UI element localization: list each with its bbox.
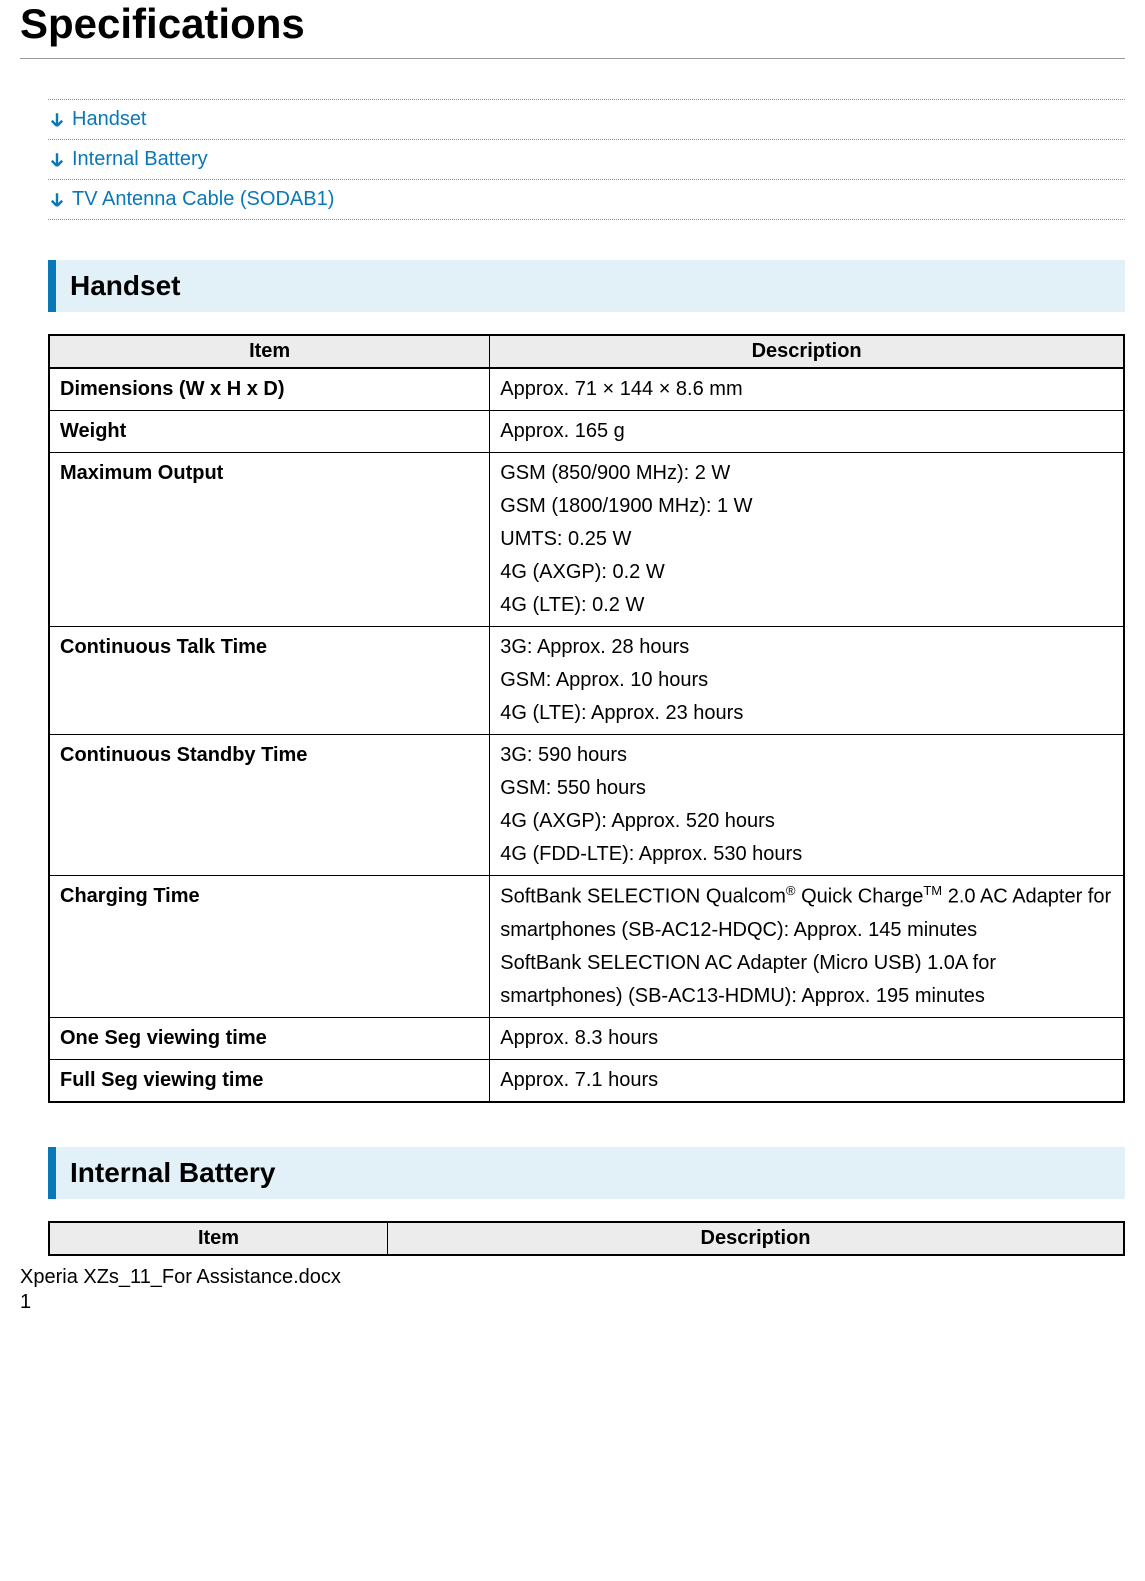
col-description: Description xyxy=(388,1222,1124,1255)
table-row: Dimensions (W x H x D)Approx. 71 × 144 ×… xyxy=(49,368,1124,411)
col-item: Item xyxy=(49,335,490,368)
section-header-internal-battery: Internal Battery xyxy=(48,1147,1125,1199)
page-title: Specifications xyxy=(20,0,1125,59)
item-cell: Continuous Standby Time xyxy=(49,735,490,876)
down-arrow-icon xyxy=(48,111,72,129)
col-item: Item xyxy=(49,1222,388,1255)
description-cell: Approx. 8.3 hours xyxy=(490,1017,1124,1059)
item-cell: Maximum Output xyxy=(49,453,490,627)
footer-filename: Xperia XZs_11_For Assistance.docx xyxy=(20,1266,1125,1289)
item-cell: One Seg viewing time xyxy=(49,1017,490,1059)
table-row: WeightApprox. 165 g xyxy=(49,411,1124,453)
item-cell: Full Seg viewing time xyxy=(49,1059,490,1102)
description-cell: SoftBank SELECTION Qualcom® Quick Charge… xyxy=(490,876,1124,1018)
table-row: Continuous Standby Time3G: 590 hoursGSM:… xyxy=(49,735,1124,876)
item-cell: Dimensions (W x H x D) xyxy=(49,368,490,411)
table-header-row: Item Description xyxy=(49,1222,1124,1255)
description-cell: Approx. 165 g xyxy=(490,411,1124,453)
table-of-contents: Handset Internal Battery TV Antenna Cabl… xyxy=(48,99,1125,220)
section-header-handset: Handset xyxy=(48,260,1125,312)
down-arrow-icon xyxy=(48,191,72,209)
toc-item-handset[interactable]: Handset xyxy=(48,100,1125,140)
table-header-row: Item Description xyxy=(49,335,1124,368)
item-cell: Continuous Talk Time xyxy=(49,627,490,735)
table-row: Full Seg viewing timeApprox. 7.1 hours xyxy=(49,1059,1124,1102)
item-cell: Charging Time xyxy=(49,876,490,1018)
col-description: Description xyxy=(490,335,1124,368)
description-cell: 3G: Approx. 28 hoursGSM: Approx. 10 hour… xyxy=(490,627,1124,735)
handset-table: Item Description Dimensions (W x H x D)A… xyxy=(48,334,1125,1103)
description-cell: Approx. 71 × 144 × 8.6 mm xyxy=(490,368,1124,411)
toc-item-internal-battery[interactable]: Internal Battery xyxy=(48,140,1125,180)
description-cell: GSM (850/900 MHz): 2 WGSM (1800/1900 MHz… xyxy=(490,453,1124,627)
description-cell: Approx. 7.1 hours xyxy=(490,1059,1124,1102)
item-cell: Weight xyxy=(49,411,490,453)
description-cell: 3G: 590 hoursGSM: 550 hours4G (AXGP): Ap… xyxy=(490,735,1124,876)
table-row: Maximum OutputGSM (850/900 MHz): 2 WGSM … xyxy=(49,453,1124,627)
internal-battery-table: Item Description xyxy=(48,1221,1125,1256)
toc-label: Internal Battery xyxy=(72,148,208,171)
table-row: One Seg viewing timeApprox. 8.3 hours xyxy=(49,1017,1124,1059)
toc-label: TV Antenna Cable (SODAB1) xyxy=(72,188,334,211)
table-row: Continuous Talk Time3G: Approx. 28 hours… xyxy=(49,627,1124,735)
toc-label: Handset xyxy=(72,108,147,131)
page-number: 1 xyxy=(20,1291,1125,1314)
toc-item-tv-antenna-cable[interactable]: TV Antenna Cable (SODAB1) xyxy=(48,180,1125,220)
down-arrow-icon xyxy=(48,151,72,169)
table-row: Charging TimeSoftBank SELECTION Qualcom®… xyxy=(49,876,1124,1018)
